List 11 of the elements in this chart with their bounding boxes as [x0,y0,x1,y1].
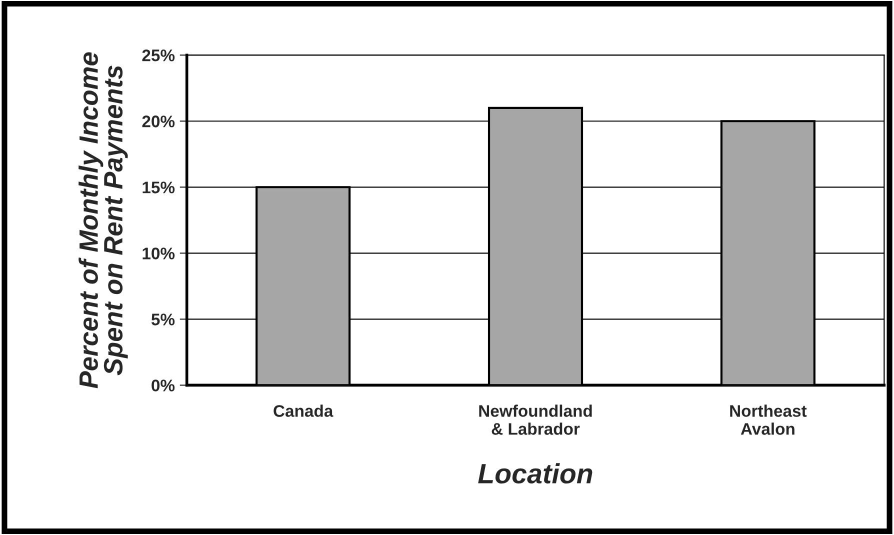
y-tick-label: 15% [142,182,175,194]
x-axis-title: Location [478,463,592,484]
y-tick-label: 5% [151,314,175,326]
y-tick-label: 25% [142,50,175,62]
y-tick-label: 10% [142,248,175,260]
y-axis-title: Percent of Monthly Income Spent on Rent Payments [78,52,128,388]
x-tick-label: Canada [274,404,334,417]
x-tick-label: Newfoundland & Labrador [479,404,592,435]
x-tick-label: Northeast Avalon [730,404,807,435]
y-tick-label: 0% [152,380,175,392]
y-tick-label: 20% [142,116,175,128]
